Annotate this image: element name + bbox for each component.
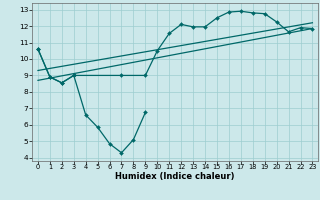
X-axis label: Humidex (Indice chaleur): Humidex (Indice chaleur) (116, 172, 235, 181)
